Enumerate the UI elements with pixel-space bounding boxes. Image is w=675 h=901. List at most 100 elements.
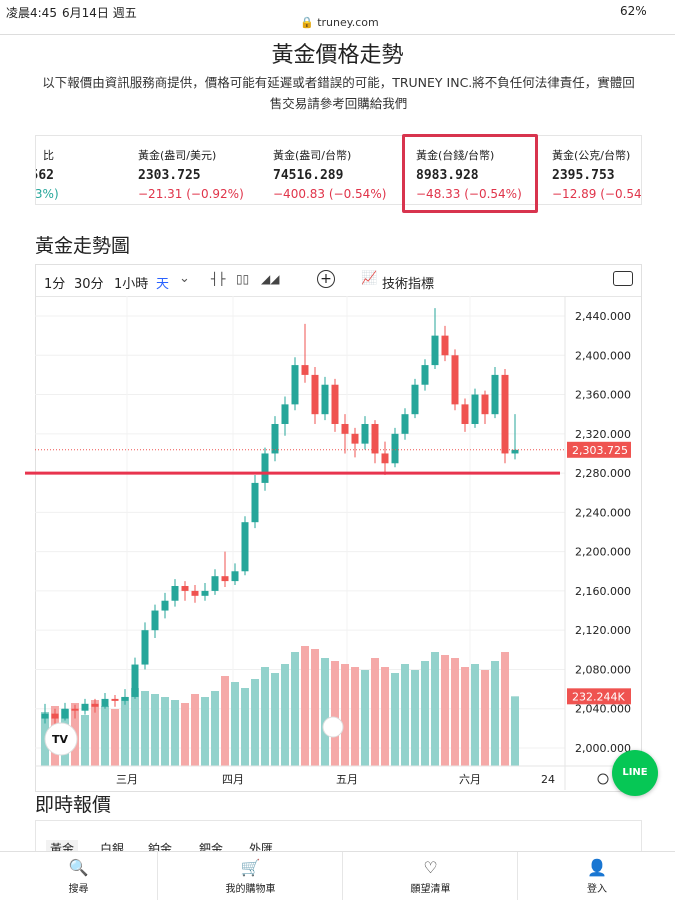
candle-body [161, 600, 169, 611]
volume-bar [251, 679, 259, 766]
candle-body [461, 404, 469, 424]
ticker-change: −12.89 (−0.54% [552, 187, 642, 201]
ticker[interactable]: 黃金(公克/台幣) 2395.753 −12.89 (−0.54% [552, 147, 642, 201]
y-tick-label: 2,040.000 [575, 703, 631, 716]
volume-bar [131, 688, 139, 766]
candle-body [261, 453, 269, 483]
ticker[interactable]: 比 .562 35 (+1.73%) [35, 147, 59, 201]
volume-bar [441, 655, 449, 766]
volume-bar [381, 667, 389, 766]
y-tick-label: 2,000.000 [575, 742, 631, 755]
ticker-name: 黃金(台錢/台幣) [416, 149, 495, 162]
candle-body [281, 404, 289, 424]
highlight-box [402, 134, 538, 213]
nav-item[interactable]: 🔍 搜尋 [0, 852, 157, 900]
candle-body [291, 365, 299, 405]
ticker-change: 35 (+1.73%) [35, 187, 59, 201]
chart-style-icon[interactable]: ┤├ [211, 272, 226, 286]
volume-bar [321, 658, 329, 766]
chart-style-icon[interactable]: ▯▯ [236, 272, 250, 286]
candle-body [51, 713, 59, 719]
candle-body [151, 610, 159, 631]
x-tick-label: 三月 [116, 773, 138, 786]
y-tick-label: 2,360.000 [575, 389, 631, 402]
volume-bar [481, 670, 489, 766]
volume-bar [341, 664, 349, 766]
volume-bar [101, 706, 109, 766]
candle-body [61, 708, 69, 719]
volume-bar [451, 658, 459, 766]
volume-bar [291, 652, 299, 766]
volume-bar [431, 652, 439, 766]
x-tick-label: 五月 [336, 773, 358, 786]
candle-body [311, 374, 319, 415]
candle-body [421, 365, 429, 385]
volume-bar [211, 691, 219, 766]
y-tick-label: 2,080.000 [575, 663, 631, 676]
y-tick-label: 2,320.000 [575, 428, 631, 441]
volume-bar [491, 661, 499, 766]
chart: 2,000.000 2,040.000 2,080.000 2,120.000 2,16… [25, 296, 640, 790]
bottom-nav: 🔍 搜尋 🛒 我的購物車 ♡ 願望清單 👤 登入 [0, 851, 675, 901]
volume-bar [91, 700, 99, 766]
section-title: 黃金走勢圖 [35, 235, 131, 257]
candle-body [491, 374, 499, 415]
ticker-price: 74516.289 [273, 168, 344, 183]
ticker[interactable]: 黃金(盎司/台幣) 74516.289 −400.83 (−0.54%) [273, 147, 386, 201]
volume-bar [151, 694, 159, 766]
candle-body [501, 374, 509, 454]
volume-bar [121, 697, 129, 766]
interval-button[interactable]: 1小時 [114, 277, 149, 292]
indicators-button[interactable]: 技術指標 [382, 277, 435, 292]
candle-body [401, 414, 409, 434]
date: 6月14日 週五 [62, 6, 137, 20]
volume-bar [201, 697, 209, 766]
volume-bar [191, 694, 199, 766]
ticker-price: 8983.928 [416, 168, 479, 183]
volume-bar [311, 649, 319, 766]
interval-button[interactable]: 30分 [74, 277, 104, 292]
volume-bar [361, 670, 369, 766]
description: 以下報價由資訊服務商提供，價格可能有延遲或者錯誤的可能，TRUNEY INC.將… [42, 75, 635, 111]
dropdown[interactable]: ⌄ [179, 271, 190, 286]
volume-bar [411, 670, 419, 766]
nav-item[interactable]: ♡ 願望清單 [342, 852, 518, 900]
nav-label: 登入 [587, 884, 607, 895]
add-icon[interactable]: + [317, 270, 335, 288]
candle-body [131, 664, 139, 697]
candle-body [111, 698, 119, 701]
y-tick-label: 2,400.000 [575, 349, 631, 362]
ticker[interactable]: 黃金(盎司/美元) 2303.725 −21.31 (−0.92%) [138, 147, 244, 201]
candle-body [481, 394, 489, 415]
volume-bar [471, 664, 479, 766]
volume-bar [221, 676, 229, 766]
interval-button[interactable]: 1分 [44, 277, 66, 292]
volume-bar [161, 697, 169, 766]
chart-panel: 1分 30分 1小時天 ⌄ ┤├ ▯▯ ◢◢ + 📈 技術指標 [35, 264, 642, 792]
candle-body [71, 708, 79, 711]
ticker[interactable]: 黃金(台錢/台幣) 8983.928 −48.33 (−0.54%) [416, 147, 522, 201]
candle-body [181, 586, 189, 591]
candle-body [81, 703, 89, 711]
candle-body [301, 365, 309, 375]
nav-item[interactable]: 👤 登入 [517, 852, 675, 900]
volume-bar [461, 667, 469, 766]
nav-label: 願望清單 [410, 884, 451, 895]
url-text: truney.com [317, 16, 379, 29]
volume-bar [391, 673, 399, 766]
volume-bar [421, 661, 429, 766]
reset-button[interactable] [322, 716, 344, 738]
ticker-price: 2395.753 [552, 168, 615, 183]
ticker-name: 黃金(公克/台幣) [552, 149, 631, 162]
candle-body [221, 576, 229, 582]
indicator-icon[interactable]: 📈 [361, 271, 378, 286]
nav-item[interactable]: 🛒 我的購物車 [157, 852, 343, 900]
chart-style-icon[interactable]: ◢◢ [261, 272, 280, 286]
ticker-price: .562 [36, 168, 54, 183]
line-button[interactable]: LINE [612, 750, 658, 796]
divider [0, 34, 675, 35]
camera-icon[interactable] [613, 271, 633, 286]
volume-bar [271, 673, 279, 766]
interval-button[interactable]: 天 [156, 277, 170, 292]
